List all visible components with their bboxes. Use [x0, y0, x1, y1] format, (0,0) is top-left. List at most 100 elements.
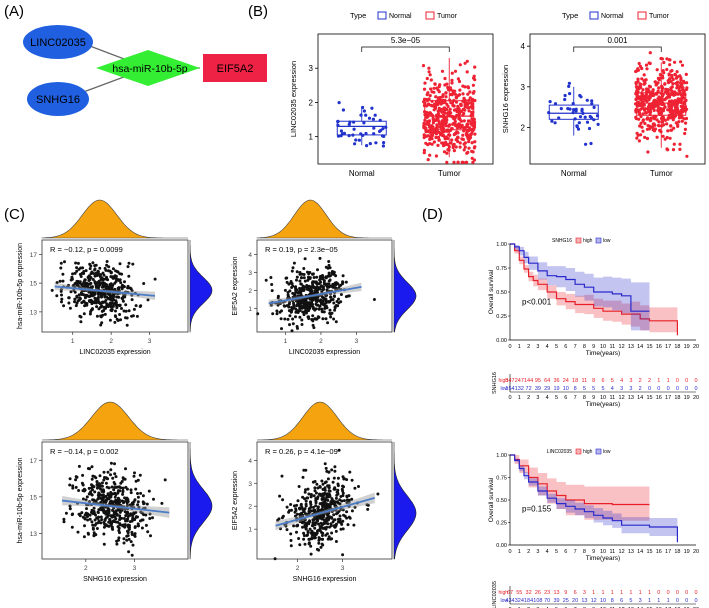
- data-point: [378, 118, 382, 122]
- data-point: [279, 317, 283, 321]
- data-point: [341, 282, 344, 286]
- data-point: [309, 286, 313, 290]
- data-point: [665, 67, 669, 72]
- risk-x-axis-label: Time(years): [586, 401, 620, 408]
- data-point: [112, 488, 116, 492]
- data-point: [341, 527, 345, 531]
- data-point: [66, 284, 70, 288]
- data-point: [382, 141, 386, 145]
- data-point: [674, 109, 679, 113]
- y-tick-label: 0.50: [496, 498, 507, 504]
- data-point: [314, 504, 318, 508]
- regression-line: [268, 286, 362, 305]
- data-point: [308, 297, 312, 301]
- data-point: [303, 306, 307, 310]
- data-point: [655, 101, 659, 105]
- data-point: [638, 112, 642, 116]
- risk-count: 0: [657, 386, 660, 392]
- data-point: [108, 500, 112, 504]
- data-point: [309, 494, 313, 498]
- data-point: [467, 146, 471, 150]
- data-point: [112, 302, 115, 306]
- data-point: [116, 303, 119, 307]
- data-point: [664, 96, 668, 100]
- risk-count: 2: [639, 386, 642, 392]
- data-point: [648, 51, 652, 55]
- data-point: [646, 150, 650, 154]
- data-point: [116, 508, 120, 512]
- data-point: [99, 305, 103, 309]
- data-point: [122, 285, 126, 289]
- data-point: [286, 296, 290, 300]
- risk-count: 1: [667, 598, 670, 604]
- data-point: [316, 486, 320, 490]
- data-point: [270, 283, 274, 286]
- data-point: [321, 299, 325, 303]
- data-point: [301, 475, 305, 479]
- data-point: [350, 497, 354, 501]
- data-point: [289, 503, 293, 506]
- data-point: [673, 92, 677, 97]
- data-point: [296, 499, 300, 503]
- data-point: [316, 519, 320, 523]
- x-tick-label: 14: [637, 344, 643, 350]
- data-point: [364, 113, 368, 117]
- data-point: [92, 272, 95, 275]
- data-point: [434, 127, 438, 131]
- data-point: [436, 143, 440, 147]
- data-point: [665, 92, 669, 96]
- data-point: [139, 491, 143, 495]
- data-point: [429, 78, 433, 82]
- data-point: [423, 81, 427, 85]
- data-point: [114, 517, 118, 521]
- data-point: [296, 524, 299, 528]
- data-point: [669, 92, 673, 97]
- data-point: [466, 106, 470, 110]
- data-point: [298, 315, 302, 319]
- data-point: [101, 271, 105, 275]
- data-point: [300, 286, 304, 290]
- data-point: [138, 473, 142, 477]
- risk-count: 4: [611, 386, 614, 392]
- data-point: [75, 269, 79, 273]
- data-point: [342, 499, 346, 503]
- data-point: [473, 121, 477, 125]
- data-point: [657, 86, 661, 90]
- data-point: [93, 518, 97, 522]
- data-point: [126, 498, 130, 501]
- data-point: [449, 101, 453, 105]
- data-point: [675, 83, 680, 87]
- x-tick-label: 3: [536, 549, 539, 555]
- data-point: [333, 465, 337, 469]
- y-tick-label: 0.75: [496, 476, 507, 482]
- y-tick-label: 0.25: [496, 314, 507, 320]
- data-point: [428, 111, 432, 115]
- data-point: [107, 486, 111, 490]
- data-point: [123, 280, 126, 284]
- legend-swatch-low: [595, 237, 602, 244]
- risk-row-label-high: high: [499, 378, 509, 384]
- data-point: [86, 531, 90, 535]
- data-point: [131, 262, 135, 266]
- x-tick-label: 10: [600, 549, 606, 555]
- data-point: [334, 274, 338, 278]
- data-point: [137, 524, 140, 528]
- data-point: [101, 493, 105, 497]
- data-point: [457, 112, 461, 117]
- data-point: [441, 121, 445, 125]
- data-point: [291, 266, 295, 270]
- data-point: [323, 521, 327, 525]
- data-point: [114, 315, 118, 319]
- data-point: [682, 100, 687, 104]
- boxplot-linc02035: Type Normal Tumor 1 2 3 LINC02035 expression 5.…: [289, 11, 494, 178]
- risk-x-tick-label: 19: [684, 395, 690, 401]
- data-point: [671, 82, 675, 86]
- data-point: [465, 59, 469, 63]
- data-point: [288, 300, 292, 304]
- data-point: [454, 100, 459, 104]
- data-point: [671, 118, 675, 122]
- data-point: [309, 503, 313, 507]
- data-point: [133, 532, 137, 536]
- data-point: [428, 73, 432, 77]
